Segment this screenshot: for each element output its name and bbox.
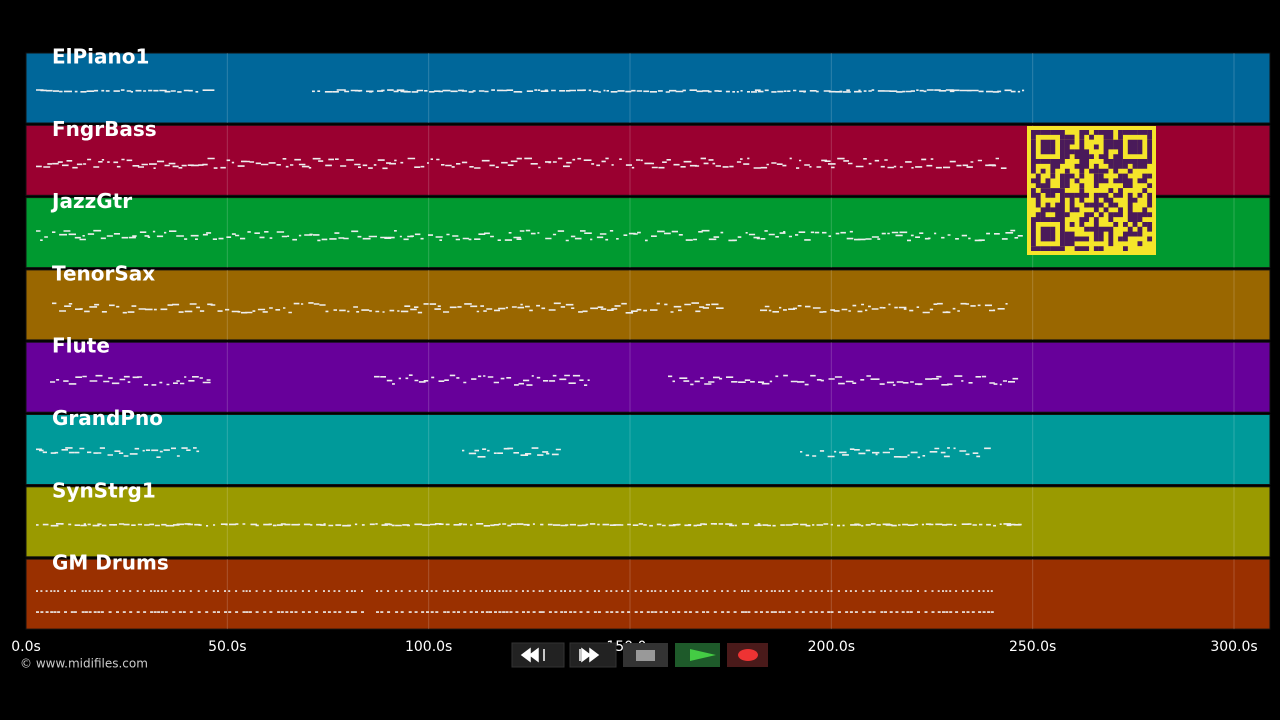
notes: [36, 447, 991, 459]
notes: [52, 302, 1008, 314]
time-tick-label: 300.0s: [1210, 639, 1257, 655]
track: TenorSax: [25, 261, 1271, 341]
transport-controls: [511, 642, 768, 668]
track: GrandPno: [25, 406, 1271, 485]
time-tick-label: 200.0s: [808, 639, 855, 655]
notes: [36, 523, 1022, 527]
track: ElPiano1: [25, 45, 1271, 124]
track-name: SynStrg1: [52, 478, 156, 502]
track-name: GM Drums: [52, 551, 169, 575]
time-tick-label: 0.0s: [11, 639, 41, 655]
track: SynStrg1: [25, 478, 1271, 558]
play-button[interactable]: [675, 643, 720, 667]
fast-forward-button[interactable]: [569, 642, 617, 668]
stop-button[interactable]: [623, 643, 668, 667]
track-lane: [25, 486, 1271, 558]
track-name: JazzGtr: [50, 189, 132, 213]
track-lane: [25, 52, 1271, 124]
qr-pattern: [1031, 130, 1153, 252]
track-area: ElPiano1 FngrBass JazzGtr TenorSax Flute Gran…: [25, 45, 1271, 630]
track-name: GrandPno: [52, 406, 163, 430]
track-lane: [25, 341, 1271, 413]
time-tick-label: 250.0s: [1009, 639, 1056, 655]
track: GM Drums: [25, 551, 1271, 630]
track-name: TenorSax: [52, 261, 155, 285]
time-tick-label: 50.0s: [208, 639, 246, 655]
notes: [36, 157, 1007, 170]
copyright: © www.midifiles.com: [20, 657, 148, 671]
qr-code: [1027, 126, 1156, 255]
notes: [36, 590, 994, 613]
time-tick-label: 100.0s: [405, 639, 452, 655]
track-name: FngrBass: [52, 117, 157, 141]
track: Flute: [25, 334, 1271, 413]
notes: [36, 89, 1025, 93]
track-name: ElPiano1: [52, 45, 149, 69]
track-name: Flute: [52, 334, 110, 358]
track-lane: [25, 558, 1271, 630]
notes: [50, 374, 1019, 386]
notes: [36, 229, 1023, 242]
track-lane: [25, 414, 1271, 485]
record-button[interactable]: [727, 643, 768, 667]
rewind-button[interactable]: [511, 642, 565, 668]
track-lane: [25, 269, 1271, 341]
